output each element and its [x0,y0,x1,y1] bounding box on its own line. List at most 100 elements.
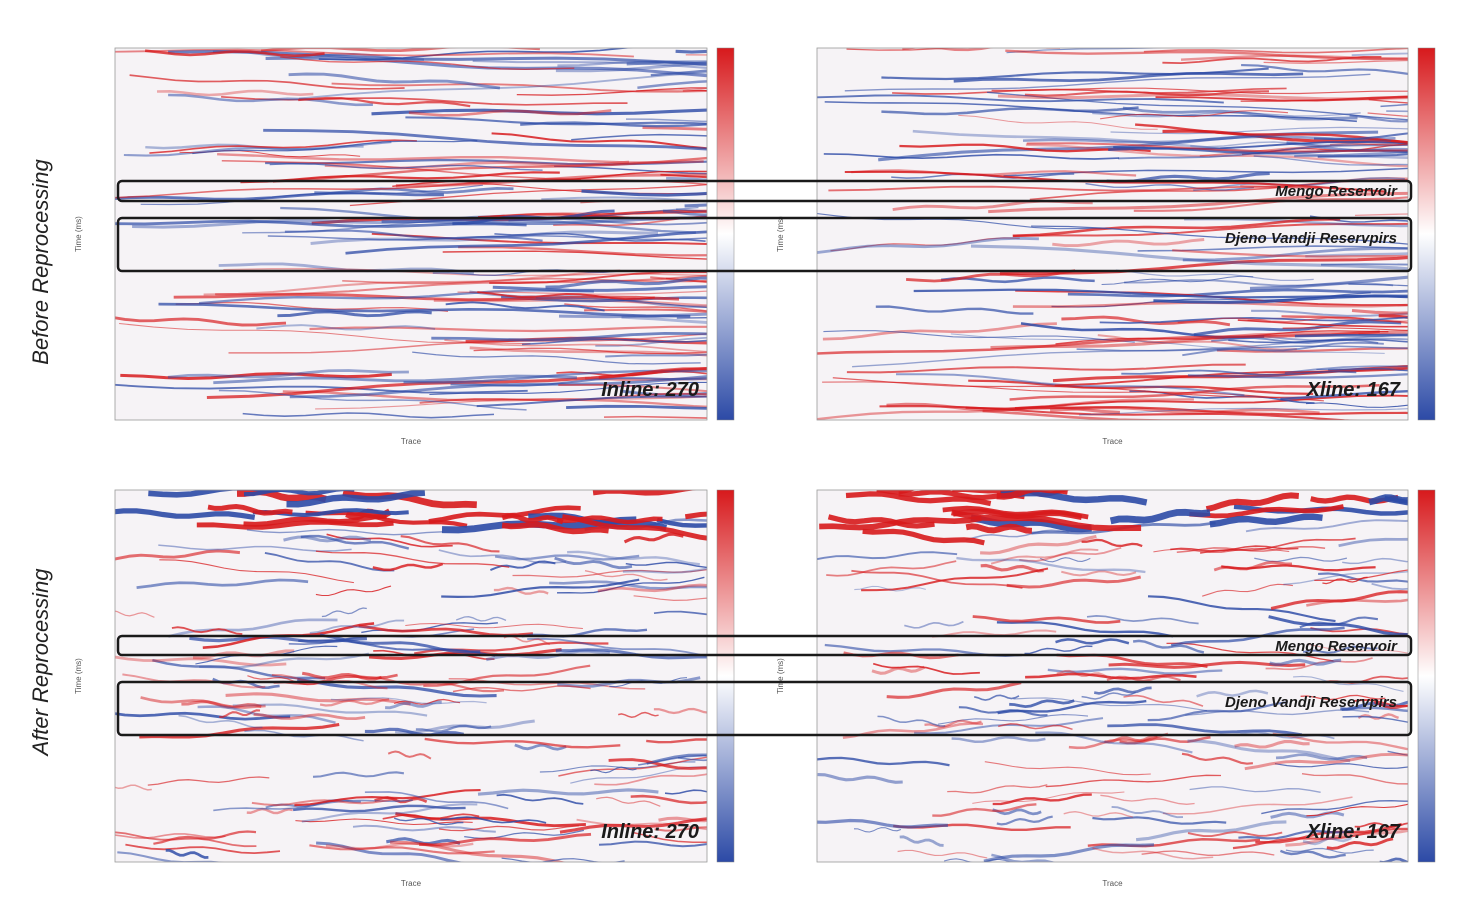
seismic-reflector [1012,301,1408,308]
seismic-reflector [382,813,480,820]
seismic-reflector [1162,796,1353,815]
seismic-reflector [980,563,1044,573]
seismic-reflector [1068,732,1169,750]
seismic-reflector [1313,132,1408,141]
seismic-reflector [442,250,707,260]
seismic-reflector [393,817,464,826]
seismic-reflector [115,833,226,840]
seismic-reflector [1031,225,1408,245]
seismic-reflector [292,804,466,813]
seismic-reflector [1003,167,1408,177]
reservoir-label: Mengo Reservoir [1275,638,1398,655]
seismic-reflector [1006,575,1142,589]
reservoir-label: Djeno Vandji Reservpirs [1225,694,1397,711]
seismic-reflector [1269,658,1342,666]
seismic-reflector [1086,615,1199,625]
seismic-reflector [1199,143,1408,157]
seismic-reflector [992,793,1092,806]
seismic-reflector [403,369,707,384]
seismic-reflector [1202,583,1293,597]
panel-frame [816,47,1409,421]
seismic-reflector [832,377,1313,399]
seismic-reflector [1263,335,1408,342]
seismic-reflector [1379,857,1408,862]
seismic-reflector [1135,123,1408,144]
seismic-reflector [429,381,707,396]
seismic-reflector [286,490,426,508]
seismic-reflector [1305,402,1408,408]
seismic-reflector [144,49,325,58]
seismic-reflector [316,841,465,862]
seismic-reflector [970,244,1408,271]
seismic-reflector [253,713,366,721]
seismic-panel [817,490,1408,862]
seismic-reflector [431,331,707,342]
seismic-reflector [331,82,707,93]
seismic-reflector [300,534,410,550]
seismic-reflector [309,325,707,333]
seismic-reflector [984,761,1151,776]
seismic-reflector [167,369,409,379]
seismic-reflector [244,729,364,742]
seismic-reflector [120,372,392,381]
seismic-reflector [1302,645,1378,654]
seismic-reflector [115,655,287,667]
seismic-panel [115,48,707,420]
seismic-reflector [496,793,584,805]
seismic-reflector [1249,275,1408,291]
seismic-reflector [596,796,661,807]
seismic-reflector [555,61,707,73]
colorbar [1417,47,1436,421]
seismic-reflector [817,398,1194,420]
seismic-reflector [947,784,1048,794]
seismic-reflector [876,490,954,495]
seismic-reflector [1314,569,1408,582]
seismic-reflector [622,567,707,574]
seismic-reflector [654,826,707,832]
seismic-reflector [115,610,155,618]
seismic-reflector [852,334,1408,368]
seismic-reflector [618,711,659,718]
seismic-reflector [501,295,707,303]
seismic-reflector [844,73,1371,92]
seismic-reflector [325,842,474,850]
seismic-reflector [527,637,707,657]
seismic-reflector [844,170,1387,193]
seismic-reflector [122,673,266,689]
seismic-reflector [597,583,707,593]
seismic-reflector [1012,217,1341,238]
seismic-reflector [1244,752,1408,771]
seismic-reflector [1100,110,1289,120]
seismic-reflector [301,803,478,823]
seismic-reflector [326,533,453,548]
seismic-reflector [1176,545,1326,554]
seismic-reflector [297,677,497,698]
seismic-reflector [549,580,707,590]
seismic-reflector [301,671,382,681]
seismic-reflector [457,290,707,295]
seismic-reflector [289,375,707,399]
panel-label: Inline: 270 [601,821,699,843]
seismic-reflector [991,853,1055,862]
seismic-reflector [1061,570,1137,577]
seismic-reflector [1040,557,1091,563]
seismic-reflector [284,229,543,242]
seismic-reflector [1180,54,1408,61]
seismic-reflector [393,698,461,705]
seismic-reflector [1092,847,1214,860]
seismic-reflector [1014,394,1408,410]
seismic-reflector [653,707,707,715]
seismic-reflector [159,559,354,584]
seismic-reflector [846,363,1246,374]
seismic-reflector [319,633,481,654]
seismic-reflector [115,711,291,721]
seismic-reflector [149,139,417,154]
reservoir-box [116,634,1413,657]
seismic-reflector [817,94,1224,104]
seismic-reflector [364,791,509,810]
seismic-reflector [822,322,1057,341]
seismic-reflector [412,351,701,365]
seismic-reflector [931,629,1057,638]
seismic-reflector [904,620,964,629]
seismic-reflector [371,108,707,116]
